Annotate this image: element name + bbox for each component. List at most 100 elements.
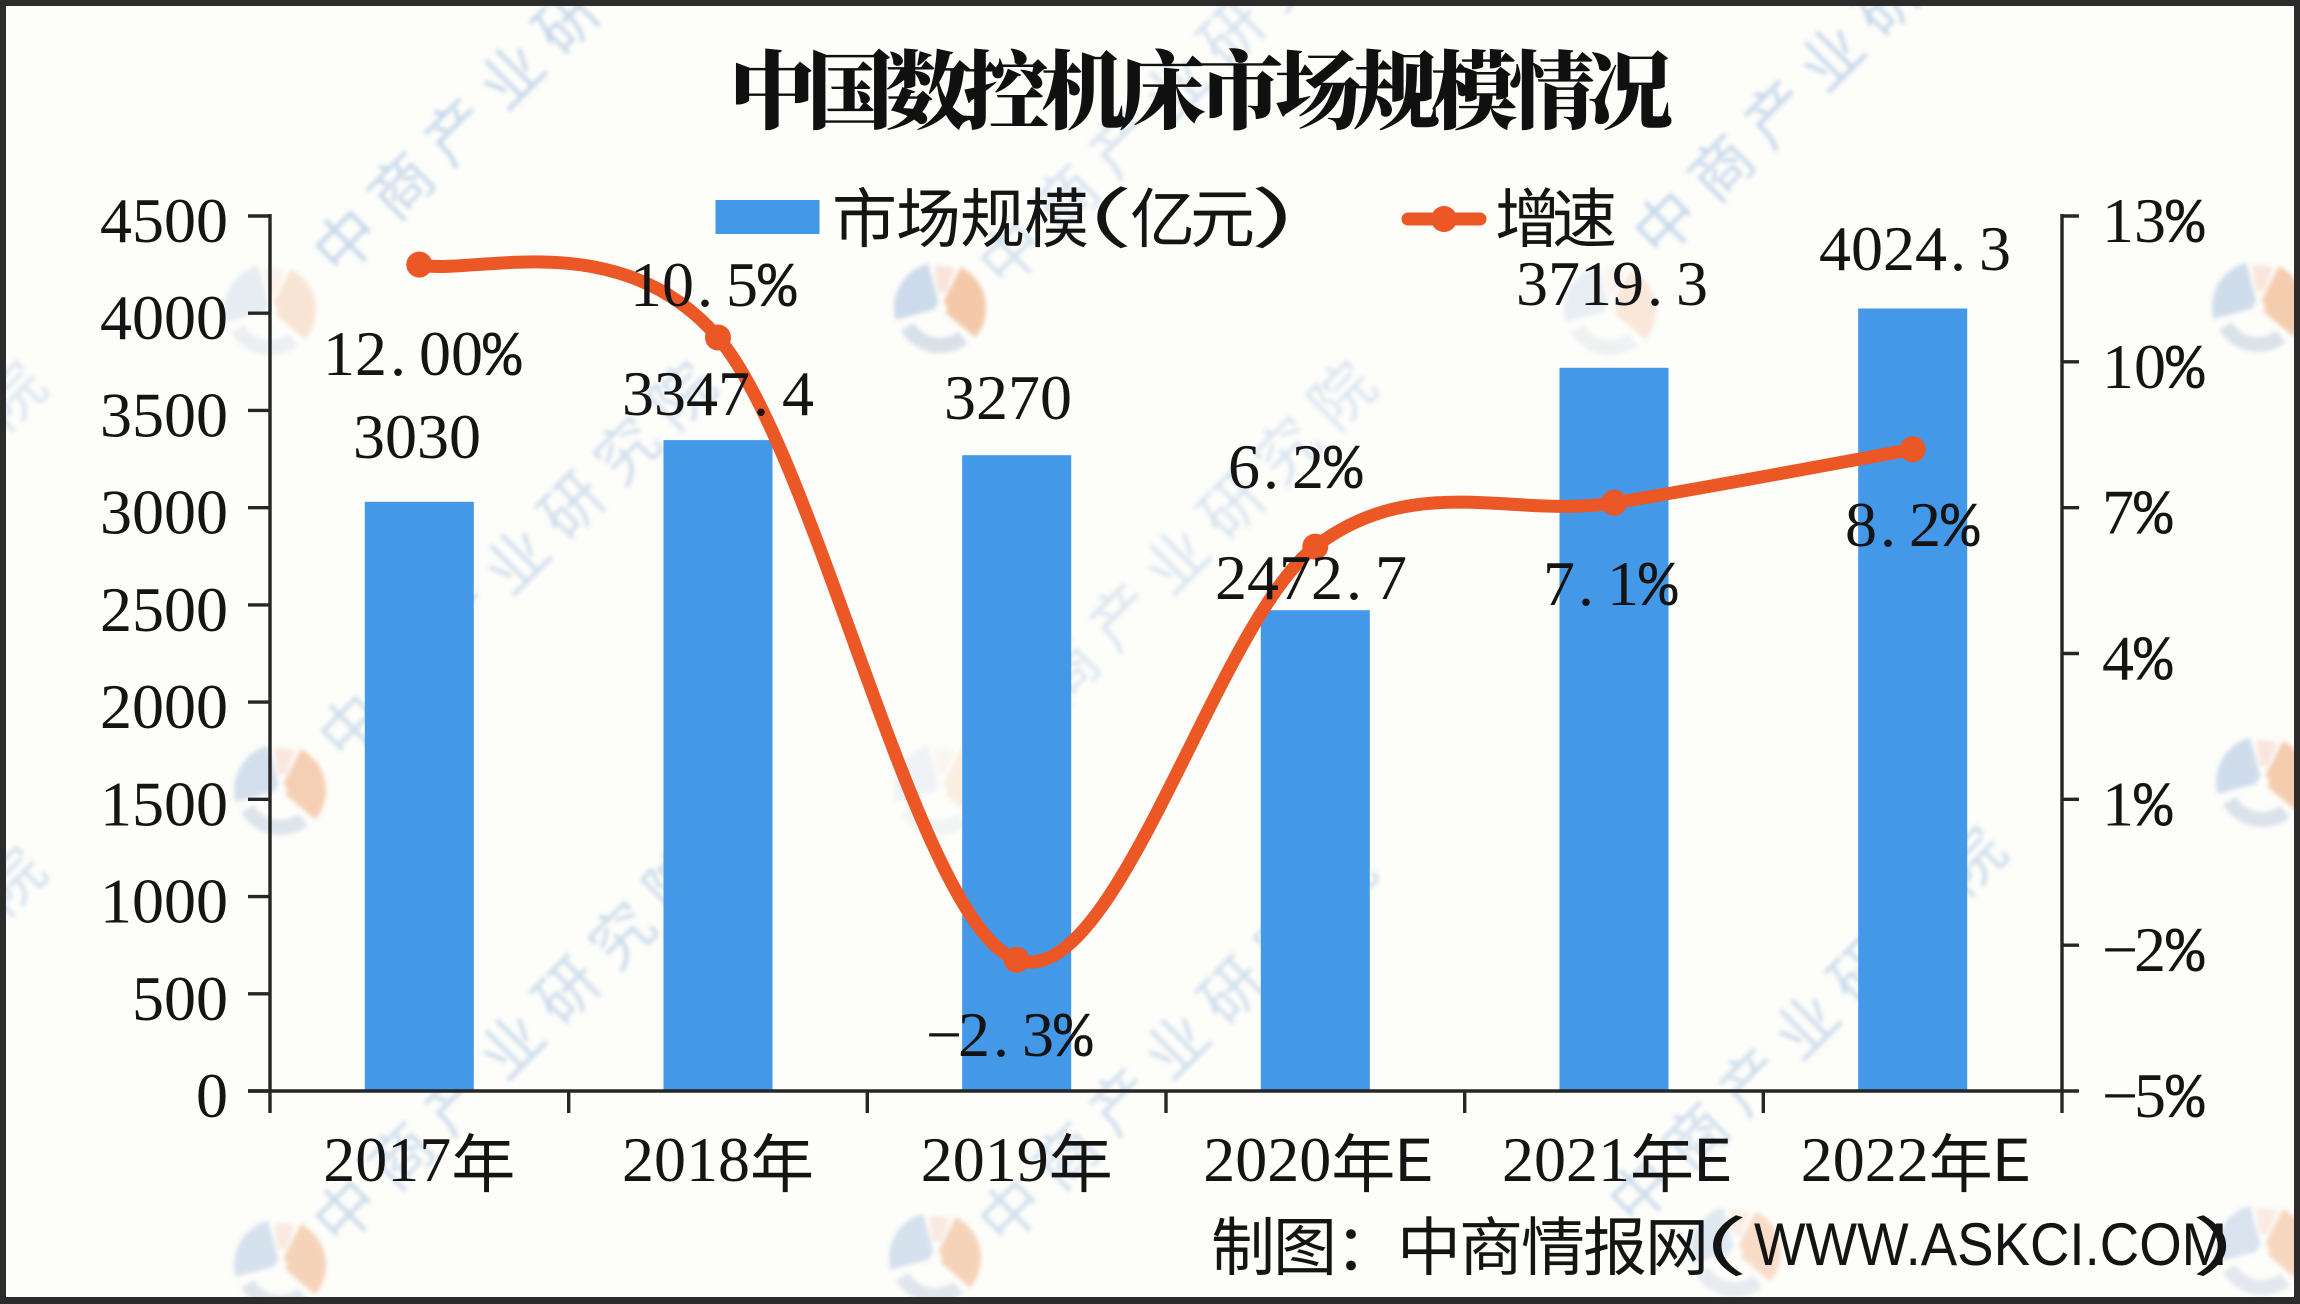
svg-text:E: E bbox=[1395, 1129, 1433, 1201]
svg-text:0: 0 bbox=[196, 282, 228, 353]
svg-text:0: 0 bbox=[1534, 1124, 1566, 1195]
svg-text:0: 0 bbox=[164, 477, 196, 548]
svg-text:4: 4 bbox=[1819, 213, 1851, 284]
svg-text:0: 0 bbox=[164, 185, 196, 256]
svg-text:4: 4 bbox=[1247, 542, 1279, 613]
svg-text:7: 7 bbox=[1548, 248, 1580, 319]
svg-text:5: 5 bbox=[132, 185, 164, 256]
svg-text:0: 0 bbox=[2134, 331, 2166, 402]
svg-text:0: 0 bbox=[449, 401, 481, 472]
svg-text:%: % bbox=[2166, 190, 2205, 262]
svg-text:1: 1 bbox=[100, 866, 132, 937]
svg-text:.: . bbox=[1578, 548, 1594, 619]
svg-text:2: 2 bbox=[1566, 1124, 1598, 1195]
svg-text:0: 0 bbox=[196, 379, 228, 450]
svg-text:0: 0 bbox=[1833, 1124, 1865, 1195]
svg-text:0: 0 bbox=[164, 963, 196, 1034]
svg-text:2: 2 bbox=[1502, 1124, 1534, 1195]
svg-text:0: 0 bbox=[164, 671, 196, 742]
svg-text:5: 5 bbox=[726, 249, 758, 320]
svg-text:7: 7 bbox=[1008, 362, 1040, 433]
svg-text:0: 0 bbox=[196, 477, 228, 548]
svg-text:.: . bbox=[1880, 489, 1896, 560]
svg-text:0: 0 bbox=[196, 1060, 228, 1131]
svg-text:2: 2 bbox=[1909, 489, 1941, 560]
svg-text:0: 0 bbox=[662, 249, 694, 320]
svg-text:0: 0 bbox=[1040, 362, 1072, 433]
svg-text:3: 3 bbox=[100, 379, 132, 450]
svg-text:1: 1 bbox=[2102, 185, 2134, 256]
svg-text:0: 0 bbox=[385, 401, 417, 472]
svg-text:.: . bbox=[1950, 213, 1966, 284]
svg-text:0: 0 bbox=[132, 866, 164, 937]
svg-text:3: 3 bbox=[1979, 213, 2011, 284]
svg-text:.: . bbox=[390, 318, 406, 389]
svg-text:2: 2 bbox=[323, 1124, 355, 1195]
svg-text:.: . bbox=[1346, 542, 1362, 613]
svg-text:4: 4 bbox=[100, 282, 132, 353]
svg-text:2: 2 bbox=[1897, 1124, 1929, 1195]
svg-text:0: 0 bbox=[164, 866, 196, 937]
svg-text:0: 0 bbox=[196, 768, 228, 839]
svg-text:7: 7 bbox=[1543, 548, 1575, 619]
svg-text:0: 0 bbox=[196, 574, 228, 645]
svg-text:7: 7 bbox=[2102, 477, 2134, 548]
svg-text:−: − bbox=[926, 999, 962, 1070]
svg-text:0: 0 bbox=[1299, 1124, 1331, 1195]
svg-text:3: 3 bbox=[417, 401, 449, 472]
svg-text:0: 0 bbox=[654, 1124, 686, 1195]
svg-text:0: 0 bbox=[164, 282, 196, 353]
svg-text:1: 1 bbox=[630, 249, 662, 320]
svg-text:−: − bbox=[2102, 914, 2138, 985]
svg-text:1: 1 bbox=[985, 1124, 1017, 1195]
svg-text:2: 2 bbox=[976, 362, 1008, 433]
svg-text:%: % bbox=[2166, 919, 2205, 991]
svg-text:%: % bbox=[1639, 553, 1678, 625]
svg-text:6: 6 bbox=[1228, 431, 1260, 502]
svg-text:0: 0 bbox=[196, 866, 228, 937]
svg-text:3: 3 bbox=[2134, 185, 2166, 256]
svg-text:0: 0 bbox=[132, 671, 164, 742]
svg-text:0: 0 bbox=[164, 574, 196, 645]
svg-text:2: 2 bbox=[1215, 542, 1247, 613]
svg-text:0: 0 bbox=[419, 318, 451, 389]
svg-text:0: 0 bbox=[196, 963, 228, 1034]
svg-text:5: 5 bbox=[2134, 1060, 2166, 1131]
svg-text:E: E bbox=[1993, 1129, 2031, 1201]
svg-text:%: % bbox=[1941, 494, 1980, 566]
svg-text:1: 1 bbox=[1598, 1124, 1630, 1195]
svg-text:5: 5 bbox=[132, 574, 164, 645]
svg-text:2: 2 bbox=[355, 318, 387, 389]
svg-text:−: − bbox=[2102, 1060, 2138, 1131]
svg-text:%: % bbox=[483, 323, 522, 395]
svg-text:0: 0 bbox=[196, 185, 228, 256]
svg-text:1: 1 bbox=[686, 1124, 718, 1195]
svg-text:3: 3 bbox=[944, 362, 976, 433]
svg-text:0: 0 bbox=[132, 282, 164, 353]
svg-text:2: 2 bbox=[921, 1124, 953, 1195]
svg-text:3: 3 bbox=[1022, 999, 1054, 1070]
svg-text:%: % bbox=[2166, 336, 2205, 408]
svg-text:7: 7 bbox=[1279, 542, 1311, 613]
svg-text:%: % bbox=[758, 254, 797, 326]
svg-text:2: 2 bbox=[1801, 1124, 1833, 1195]
svg-text:0: 0 bbox=[164, 379, 196, 450]
svg-text:.: . bbox=[1263, 431, 1279, 502]
svg-text:8: 8 bbox=[718, 1124, 750, 1195]
svg-text:%: % bbox=[2134, 628, 2173, 700]
svg-text:7: 7 bbox=[718, 358, 750, 429]
svg-text:4: 4 bbox=[100, 185, 132, 256]
svg-text:.: . bbox=[1647, 248, 1663, 319]
svg-text:0: 0 bbox=[132, 477, 164, 548]
svg-text:E: E bbox=[1694, 1129, 1732, 1201]
svg-text:.: . bbox=[697, 249, 713, 320]
svg-text:3: 3 bbox=[1516, 248, 1548, 319]
svg-text:1: 1 bbox=[100, 768, 132, 839]
svg-text:1: 1 bbox=[323, 318, 355, 389]
svg-text:0: 0 bbox=[1851, 213, 1883, 284]
svg-text:3: 3 bbox=[654, 358, 686, 429]
svg-text:0: 0 bbox=[355, 1124, 387, 1195]
svg-text:2: 2 bbox=[100, 574, 132, 645]
svg-text:7: 7 bbox=[1375, 542, 1407, 613]
svg-text:1: 1 bbox=[1580, 248, 1612, 319]
